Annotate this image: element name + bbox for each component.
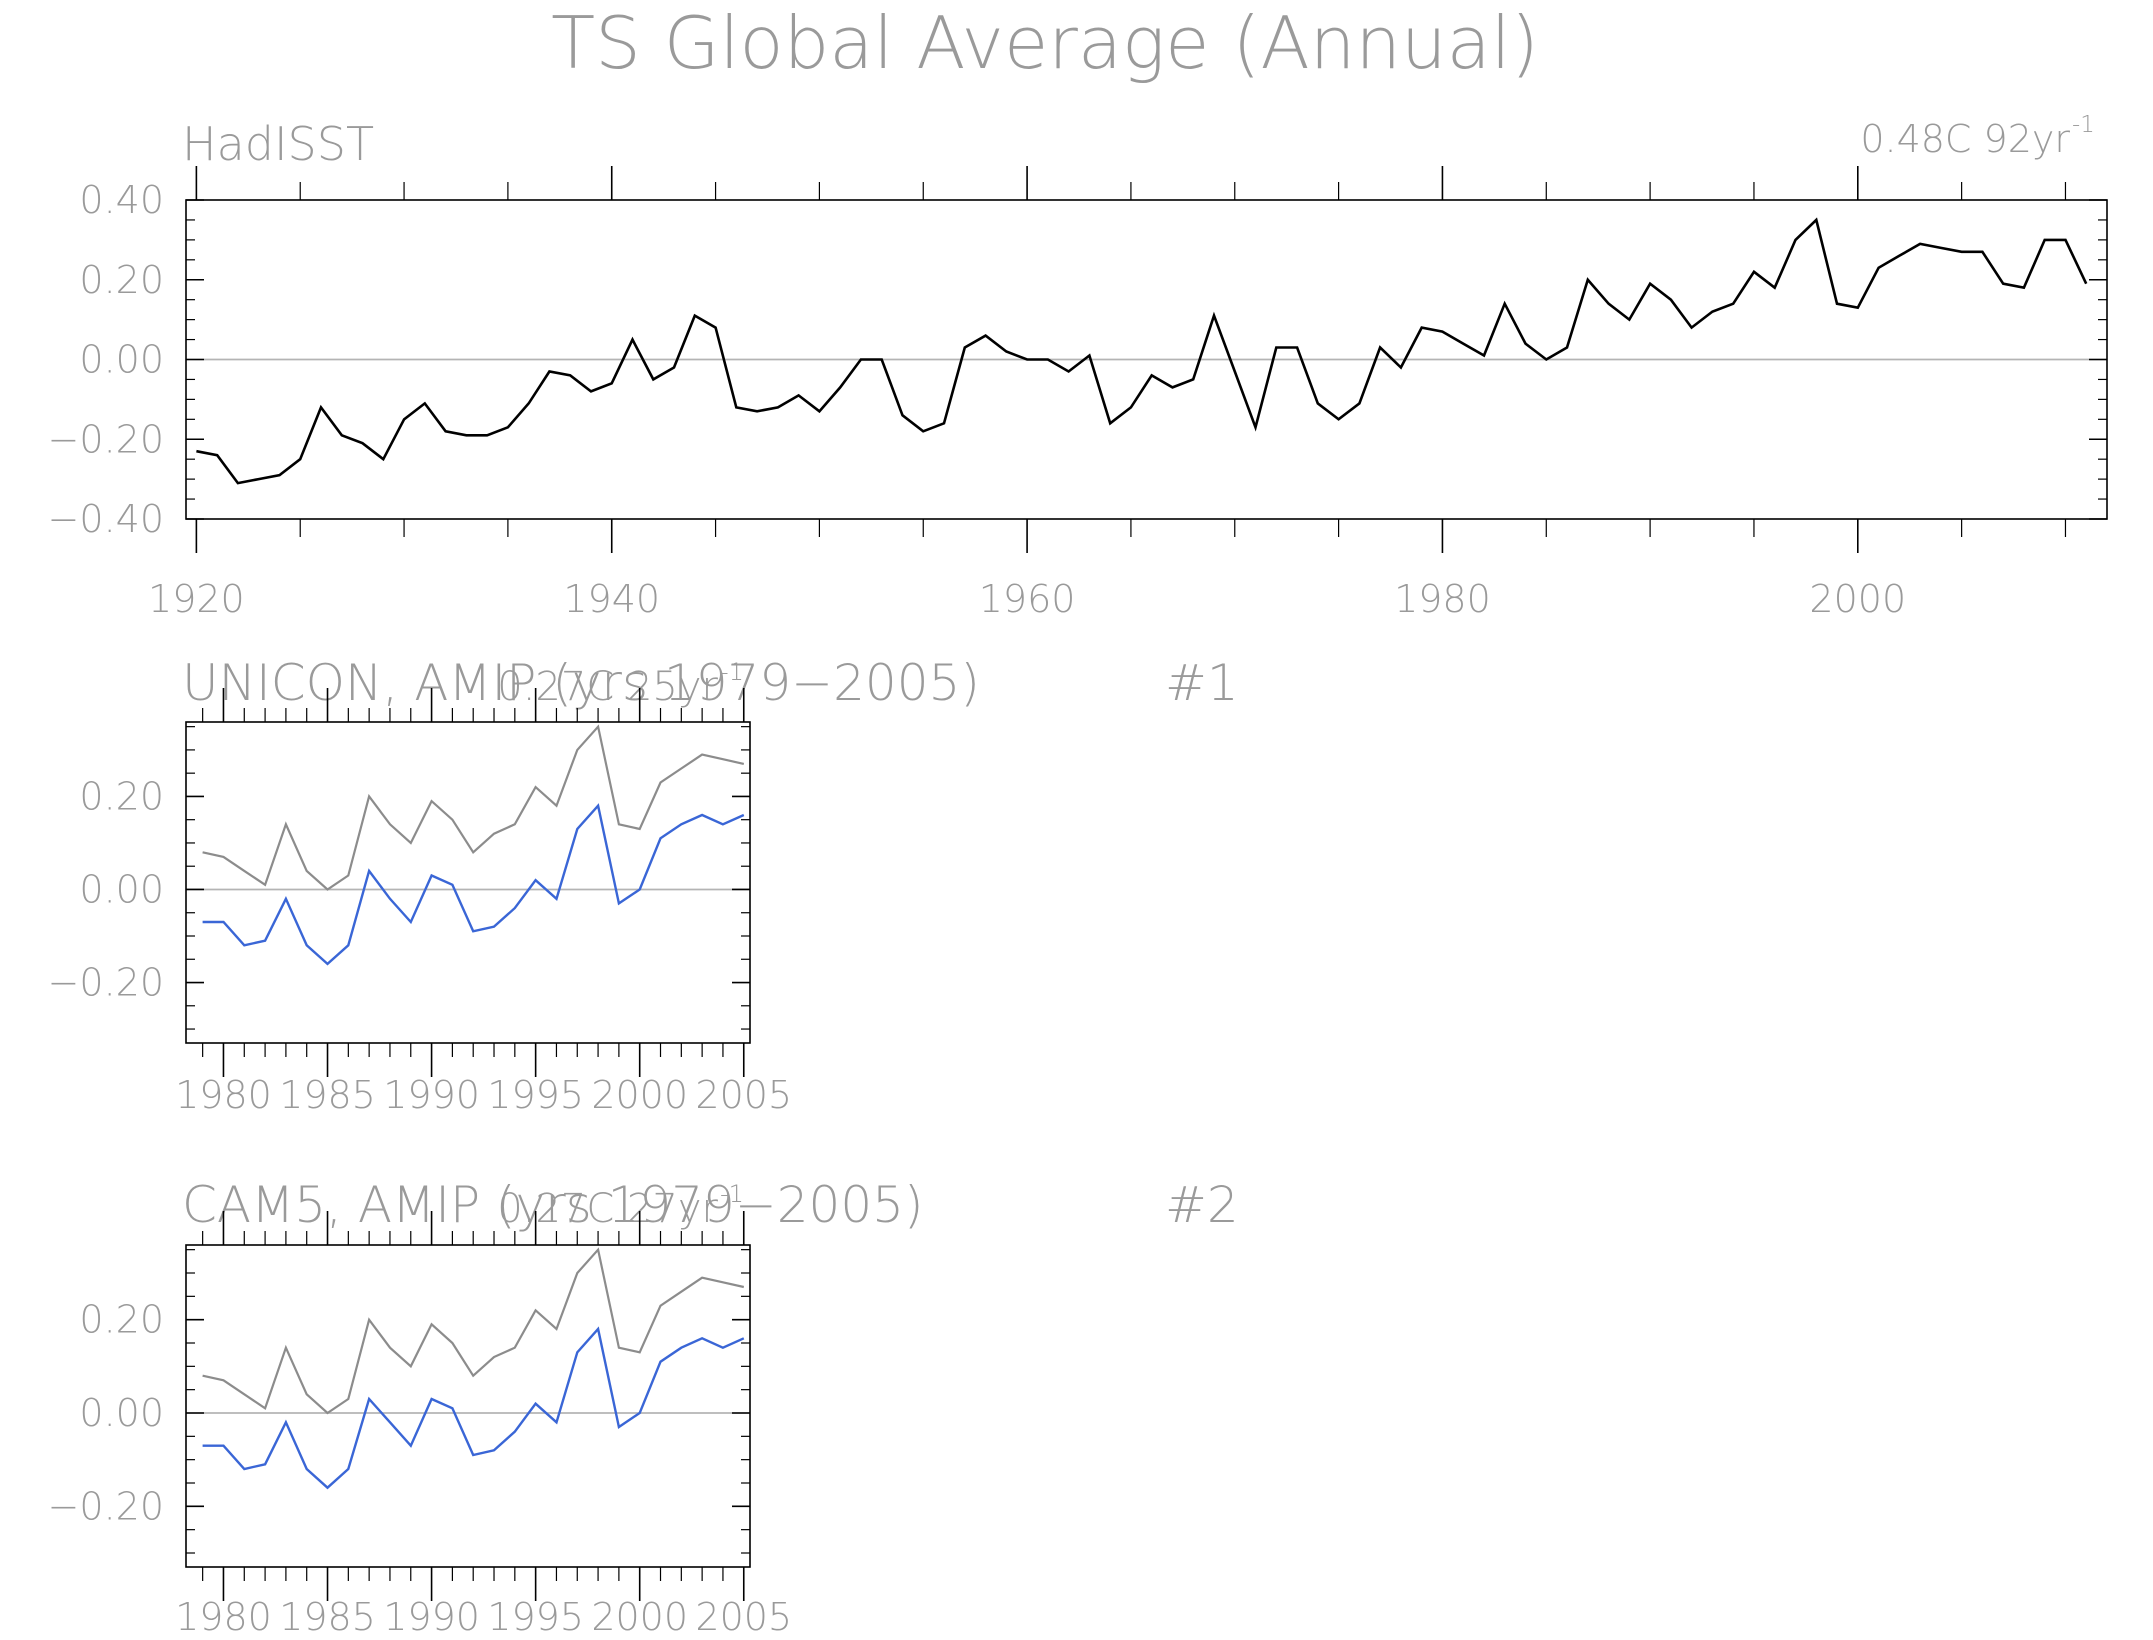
x-tick-label: 1960 [979, 577, 1076, 621]
y-tick-label: 0.20 [79, 258, 164, 302]
trend-superscript: -1 [720, 658, 744, 686]
x-tick-label: 1920 [148, 577, 245, 621]
panel-label: CAM5, AMIP (yrs 1979−2005) [182, 1176, 923, 1234]
panel-label: HadISST [182, 117, 374, 171]
y-tick-label: 0.20 [79, 1298, 164, 1342]
panel-number: #2 [1165, 1176, 1239, 1234]
chart-panel-2: UNICON, AMIP (yrs 1979−2005) #1 0.27C 25yr… [48, 654, 1239, 1117]
chart-panel-1: HadISST 0.48C 92yr -1 0.40 0.20 0.00 −0.20 −0.4… [48, 112, 2108, 621]
y-tick-label: 0.00 [79, 338, 164, 382]
x-tick-label: 1940 [563, 577, 660, 621]
x-tick-label: 2005 [695, 1595, 792, 1639]
trend-superscript: -1 [720, 1180, 744, 1208]
x-tick-label: 2005 [695, 1073, 792, 1117]
y-tick-label: 0.20 [79, 774, 164, 818]
y-tick-label: 0.00 [79, 1391, 164, 1435]
y-tick-label: 0.40 [79, 178, 164, 222]
panel-number: #1 [1165, 654, 1239, 712]
trend-superscript: -1 [2072, 112, 2095, 138]
trend-label: 0.27C 27yr [497, 1186, 718, 1232]
x-tick-label: 2000 [591, 1073, 688, 1117]
x-tick-label: 1990 [383, 1595, 480, 1639]
chart-panels: HadISST 0.48C 92yr -10.400.200.00−0.20−0.4… [48, 112, 2108, 1639]
x-tick-label: 1995 [487, 1073, 584, 1117]
x-tick-label: 1985 [279, 1073, 376, 1117]
y-tick-label: −0.20 [48, 417, 164, 461]
x-tick-label: 1980 [175, 1073, 272, 1117]
x-tick-label: 1985 [279, 1595, 376, 1639]
trend-label: 0.27C 25yr [497, 664, 718, 710]
series-line-cam5 [202, 1326, 745, 1490]
panel-label: UNICON, AMIP (yrs 1979−2005) [182, 654, 980, 712]
x-tick-label: 1995 [487, 1595, 584, 1639]
series-line-unicon [202, 803, 745, 966]
x-tick-label: 1980 [175, 1595, 272, 1639]
plot-frame [185, 1244, 751, 1568]
series-line-obs [196, 217, 2088, 485]
figure-title: TS Global Average (Annual) [551, 1, 1539, 85]
x-tick-label: 1980 [1394, 577, 1491, 621]
trend-label: 0.48C 92yr [1860, 117, 2070, 161]
x-tick-label: 2000 [1809, 577, 1906, 621]
series-line-hadisst [202, 1247, 745, 1415]
x-tick-label: 2000 [591, 1595, 688, 1639]
series-line-hadisst [202, 724, 745, 891]
y-tick-label: −0.40 [48, 497, 164, 541]
y-tick-label: −0.20 [48, 961, 164, 1005]
plot-frame [185, 721, 751, 1044]
y-tick-label: −0.20 [48, 1484, 164, 1528]
x-tick-label: 1990 [383, 1073, 480, 1117]
y-tick-label: 0.00 [79, 867, 164, 911]
chart-panel-3: CAM5, AMIP (yrs 1979−2005) #2 0.27C 27yr -1… [48, 1176, 1239, 1639]
